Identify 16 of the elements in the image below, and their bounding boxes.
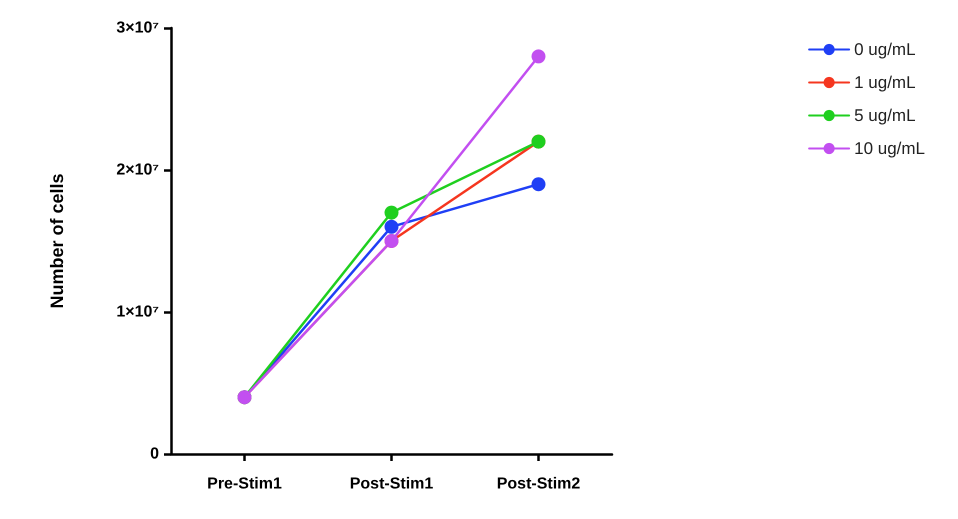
point	[384, 220, 398, 234]
point	[532, 49, 546, 64]
y-axis-title: Number of cells	[47, 173, 67, 309]
legend-label: 10 ug/mL	[854, 139, 926, 158]
y-tick-label: 0	[150, 446, 160, 462]
x-tick-label: Post-Stim1	[350, 476, 434, 492]
y-tick-label: 1×10⁷	[116, 304, 159, 320]
x-tick-label: Pre-Stim1	[207, 476, 282, 492]
y-tick-label: 2×10⁷	[116, 162, 159, 178]
legend-label: 0 ug/mL	[854, 40, 916, 59]
legend-label: 1 ug/mL	[854, 73, 916, 92]
point	[384, 206, 398, 220]
x-tick-label: Post-Stim2	[496, 476, 580, 492]
point	[532, 177, 546, 192]
legend-label: 5 ug/mL	[854, 106, 916, 125]
y-tick-label: 3×10⁷	[116, 20, 159, 36]
